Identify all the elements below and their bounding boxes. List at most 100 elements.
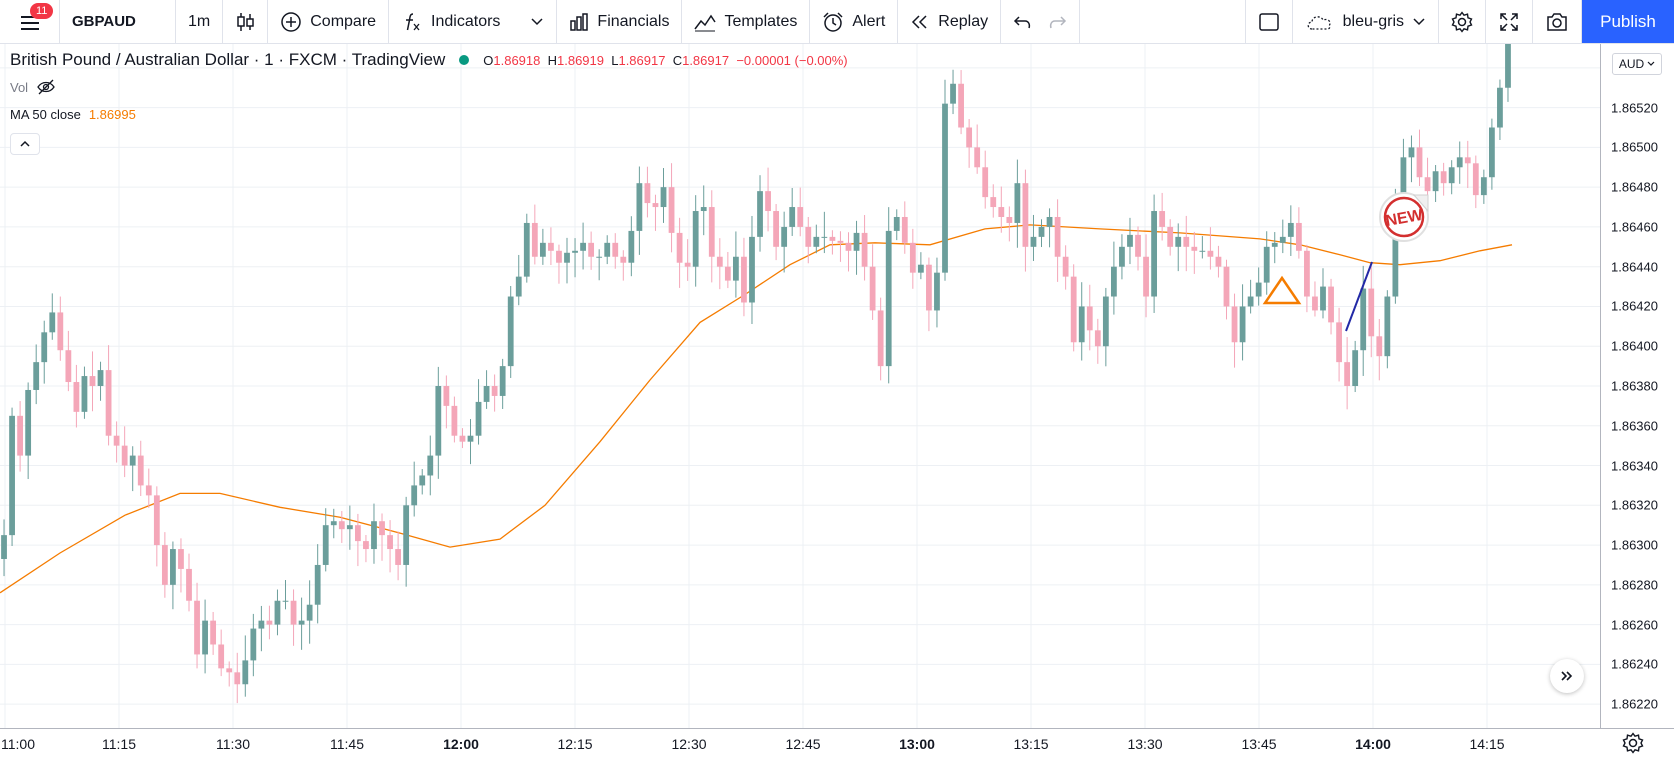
redo-icon[interactable] [1047, 14, 1067, 30]
time-tick-label: 11:00 [1, 736, 35, 752]
market-status-dot[interactable] [459, 55, 470, 65]
price-axis[interactable]: 1.865401.865201.865001.864801.864601.864… [1600, 44, 1674, 728]
time-tick-label: 13:45 [1241, 736, 1277, 752]
candle-body [700, 207, 707, 212]
gear-icon[interactable] [1622, 732, 1644, 754]
time-tick-label: 13:30 [1127, 736, 1163, 752]
candle-body [805, 226, 812, 247]
candle [1143, 234, 1149, 318]
price-chart[interactable]: NEW [0, 44, 1600, 728]
candle [1094, 318, 1101, 364]
candle [572, 238, 578, 278]
financials-button[interactable]: Financials [557, 0, 683, 43]
candle [411, 461, 418, 517]
candle-body [885, 230, 892, 367]
candle [765, 167, 771, 232]
candle [1102, 287, 1109, 367]
volume-label[interactable]: Vol [10, 79, 29, 95]
candle-body [789, 207, 796, 227]
candle-body [202, 620, 208, 655]
candle-body [1400, 157, 1407, 208]
hidden-eye-icon[interactable] [36, 79, 56, 95]
candle [282, 580, 289, 610]
candle-body [1384, 296, 1391, 357]
candle-body [974, 147, 981, 168]
candle-body [917, 264, 924, 273]
candle-body [1070, 276, 1077, 343]
chart-type-button[interactable] [223, 0, 269, 43]
candle [387, 520, 393, 573]
replay-button[interactable]: Replay [898, 0, 1002, 43]
candle-body [363, 541, 369, 550]
candle [1006, 206, 1013, 242]
collapse-legend-button[interactable] [10, 133, 40, 155]
candle-body [1440, 171, 1447, 184]
alert-button[interactable]: Alert [810, 0, 899, 43]
candle-body [65, 350, 72, 383]
candle [1368, 265, 1375, 358]
candle-body [1320, 286, 1326, 311]
candle-body [1505, 44, 1511, 88]
candle [73, 364, 80, 428]
time-axis[interactable]: 11:00 11:15 11:30 11:45 12:00 12:15 12:30 12:45… [0, 728, 1674, 759]
candle-body [298, 620, 305, 625]
candle [909, 228, 916, 289]
currency-button[interactable]: AUD [1612, 53, 1662, 75]
templates-icon [694, 14, 717, 31]
undo-redo-group [1001, 0, 1081, 43]
scroll-to-realtime-button[interactable] [1550, 659, 1584, 693]
candle-body [1207, 250, 1214, 257]
fullscreen-button[interactable] [1486, 0, 1533, 43]
candle-body [1488, 127, 1495, 178]
candlestick-series [1, 44, 1511, 704]
settings-button[interactable] [1439, 0, 1486, 43]
candle-body [741, 256, 747, 303]
candle [1344, 337, 1351, 410]
candle-body [9, 415, 15, 536]
candle-body [419, 475, 426, 486]
candle [732, 231, 739, 298]
top-toolbar: 11 GBPAUD 1m Compare Indicators Financia… [0, 0, 1674, 44]
price-tick-label: 1.86420 [1611, 298, 1658, 314]
candle-body [1078, 306, 1085, 343]
snapshot-button[interactable] [1533, 0, 1582, 43]
candle [459, 428, 466, 449]
candle-body [732, 256, 739, 281]
chevron-down-icon[interactable] [530, 17, 544, 27]
candle-body [966, 127, 973, 148]
candle-body [395, 549, 402, 565]
price-tick-label: 1.86280 [1611, 577, 1658, 593]
gear-icon [1451, 10, 1473, 33]
change-value: −0.00001 (−0.00%) [736, 52, 848, 68]
candle-body [427, 455, 434, 476]
compare-button[interactable]: Compare [268, 0, 390, 43]
candle-body [1295, 222, 1302, 251]
time-tick-label: 13:00 [899, 736, 935, 752]
candle [1062, 245, 1069, 290]
candle-body [226, 668, 233, 673]
candle [475, 379, 482, 445]
candle-body [137, 455, 144, 486]
candle [1271, 232, 1278, 264]
price-tick-label: 1.86400 [1611, 338, 1658, 354]
candle [226, 661, 233, 687]
candle-body [97, 370, 104, 386]
symbol-search-button[interactable]: GBPAUD [60, 0, 176, 43]
symbol-title[interactable]: British Pound / Australian Dollar · 1 · … [10, 50, 446, 69]
layout-button[interactable]: bleu-gris [1293, 0, 1439, 43]
candle-body [1054, 216, 1061, 257]
candle [1167, 219, 1174, 256]
select-rectangle-button[interactable] [1246, 0, 1293, 43]
templates-button[interactable]: Templates [682, 0, 811, 43]
candle [877, 297, 884, 381]
indicators-button[interactable]: Indicators [389, 0, 558, 43]
undo-icon[interactable] [1013, 14, 1033, 30]
open-label: O [483, 52, 494, 68]
candle [330, 508, 337, 539]
publish-button[interactable]: Publish [1582, 0, 1674, 43]
interval-button[interactable]: 1m [176, 0, 224, 43]
candle-body [1432, 171, 1439, 192]
ma-label[interactable]: MA 50 close [10, 107, 81, 122]
candle-body [57, 312, 64, 351]
main-menu-button[interactable]: 11 [0, 0, 60, 43]
